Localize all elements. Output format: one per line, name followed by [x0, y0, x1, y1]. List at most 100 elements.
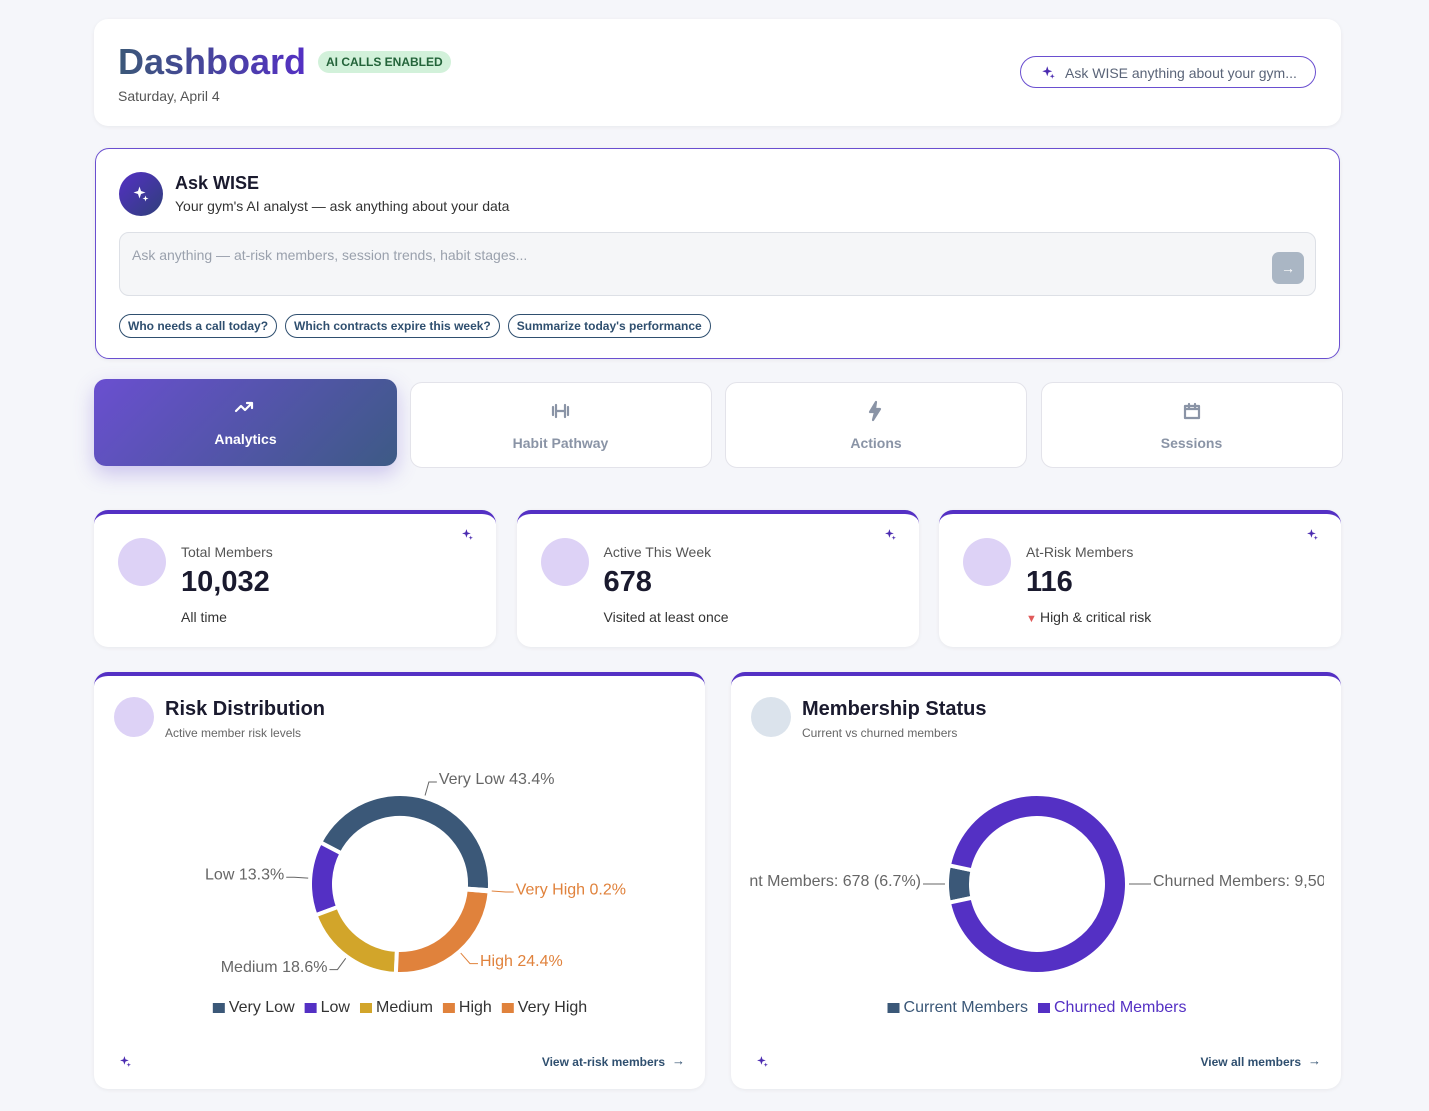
donut-chart: Very Low 43.4% Low 13.3% Medium 18.6% High … [205, 771, 626, 1016]
chart-title: Membership Status [802, 698, 987, 720]
tab[interactable]: Analytics [94, 379, 397, 466]
leader-line [424, 781, 437, 796]
link-arrow: → [1308, 1053, 1321, 1068]
chart-card: Membership Status Current vs churned memb… [731, 672, 1341, 1089]
icon-shape [1183, 402, 1200, 420]
legend-item[interactable]: Very Low [212, 999, 295, 1016]
ask-button-label: Ask WISE anything about your gym... [1065, 65, 1297, 81]
chart-icon [751, 697, 791, 737]
data-label: Current Members: 678 (6.7%) [749, 873, 921, 890]
stat-value: 678 [603, 566, 652, 598]
legend-item[interactable]: Medium [359, 999, 433, 1016]
stat-note-text: High & critical risk [1039, 609, 1152, 625]
stat-card: Total Members 10,032 All time [94, 510, 496, 647]
send-button[interactable]: → [1272, 252, 1304, 284]
stat-note: All time [181, 609, 227, 625]
tab-label: Habit Pathway [512, 435, 609, 451]
stat-note: ▼ High & critical risk [1026, 609, 1151, 625]
legend-swatch [359, 1003, 372, 1013]
tab[interactable]: Habit Pathway [409, 382, 712, 468]
tab-icon [551, 403, 569, 419]
data-label: Very Low 43.4% [439, 771, 555, 788]
icon-shape [551, 403, 569, 419]
legend-item[interactable]: High [442, 999, 492, 1016]
data-label: Low 13.3% [205, 866, 284, 883]
chart-title: Risk Distribution [165, 698, 326, 720]
legend-label: Low [321, 999, 351, 1016]
stat-label: Active This Week [603, 544, 712, 560]
stat-label: At-Risk Members [1026, 544, 1134, 560]
leader-line [329, 957, 347, 971]
sparkle [757, 1056, 768, 1067]
legend-item[interactable]: Low [304, 999, 351, 1016]
ask-button[interactable]: Ask WISE anything about your gym... [1020, 56, 1316, 88]
legend-item[interactable]: Churned Members [1037, 999, 1187, 1016]
legend-label: High [459, 999, 492, 1016]
legend-item[interactable]: Current Members [887, 999, 1028, 1016]
tab[interactable]: Sessions [1040, 382, 1343, 468]
status-badge: AI CALLS ENABLED [318, 51, 451, 73]
donut-chart: Current Members: 678 (6.7%) Churned Membe… [749, 792, 1324, 1016]
sparkle-icon [461, 528, 474, 541]
ask-placeholder: Ask anything — at-risk members, session … [132, 247, 528, 263]
wise-avatar [119, 172, 163, 216]
suggestion-chip[interactable]: Which contracts expire this week? [285, 314, 500, 338]
icon-shape [234, 401, 254, 413]
legend-label: Current Members [904, 999, 1028, 1016]
sparkle-icon [756, 1055, 769, 1068]
legend-label: Very Low [229, 999, 295, 1016]
sparkle [885, 529, 896, 540]
chart-link[interactable]: View all members [1200, 1055, 1302, 1069]
sparkle-icon [1041, 65, 1056, 80]
stat-note: Visited at least once [604, 609, 729, 625]
data-label: High 24.4% [480, 953, 563, 970]
stat-icon [963, 538, 1011, 586]
sparkle [1307, 529, 1318, 540]
icon-shape [868, 400, 882, 422]
sparkle-icon [1306, 528, 1319, 541]
stat-card: Active This Week 678 Visited at least once [516, 510, 919, 647]
sparkle [462, 529, 473, 540]
donut-segment [946, 792, 1129, 976]
ask-subtitle: Your gym's AI analyst — ask anything abo… [175, 198, 510, 214]
legend-swatch [887, 1003, 900, 1013]
stat-icon [118, 538, 166, 586]
data-label: Churned Members: 9,505 [1153, 873, 1324, 890]
chart-card: Risk Distribution Active member risk leve… [94, 672, 705, 1089]
legend-swatch [501, 1003, 514, 1013]
leader-line [286, 876, 309, 879]
stat-icon [540, 538, 589, 586]
leader-line [491, 890, 514, 893]
chart-icon [114, 697, 154, 737]
suggestion-chip[interactable]: Summarize today's performance [507, 314, 711, 338]
chart-subtitle: Current vs churned members [802, 726, 958, 740]
sparkle-icon [132, 185, 150, 203]
legend-item[interactable]: Very High [501, 999, 587, 1016]
tab-label: Sessions [1160, 435, 1223, 451]
ask-wise-card: Ask WISE Your gym's AI analyst — ask any… [95, 148, 1340, 359]
stat-value: 116 [1026, 566, 1073, 598]
legend-label: Very High [518, 999, 587, 1016]
donut-segment [313, 904, 400, 976]
ask-input[interactable]: Ask anything — at-risk members, session … [119, 232, 1316, 296]
tab-icon [234, 401, 254, 413]
stat-note-text: Visited at least once [603, 609, 729, 625]
legend-swatch [442, 1003, 455, 1013]
legend-label: Churned Members [1054, 999, 1187, 1016]
tab[interactable]: Actions [725, 382, 1027, 468]
sparkle [120, 1056, 131, 1067]
legend-swatch [1037, 1003, 1050, 1013]
tab-label: Analytics [214, 431, 277, 447]
tab-label: Actions [850, 435, 902, 451]
chart-subtitle: Active member risk levels [165, 726, 302, 740]
link-arrow: → [672, 1053, 685, 1068]
data-label: Medium 18.6% [221, 959, 328, 976]
stat-note-text: All time [181, 609, 227, 625]
chart-link[interactable]: View at-risk members [541, 1055, 665, 1069]
donut-segment [308, 839, 345, 918]
donut-segment [463, 886, 492, 894]
stat-label: Total Members [181, 544, 273, 560]
legend-swatch [212, 1003, 225, 1013]
suggestion-chip[interactable]: Who needs a call today? [119, 314, 278, 338]
